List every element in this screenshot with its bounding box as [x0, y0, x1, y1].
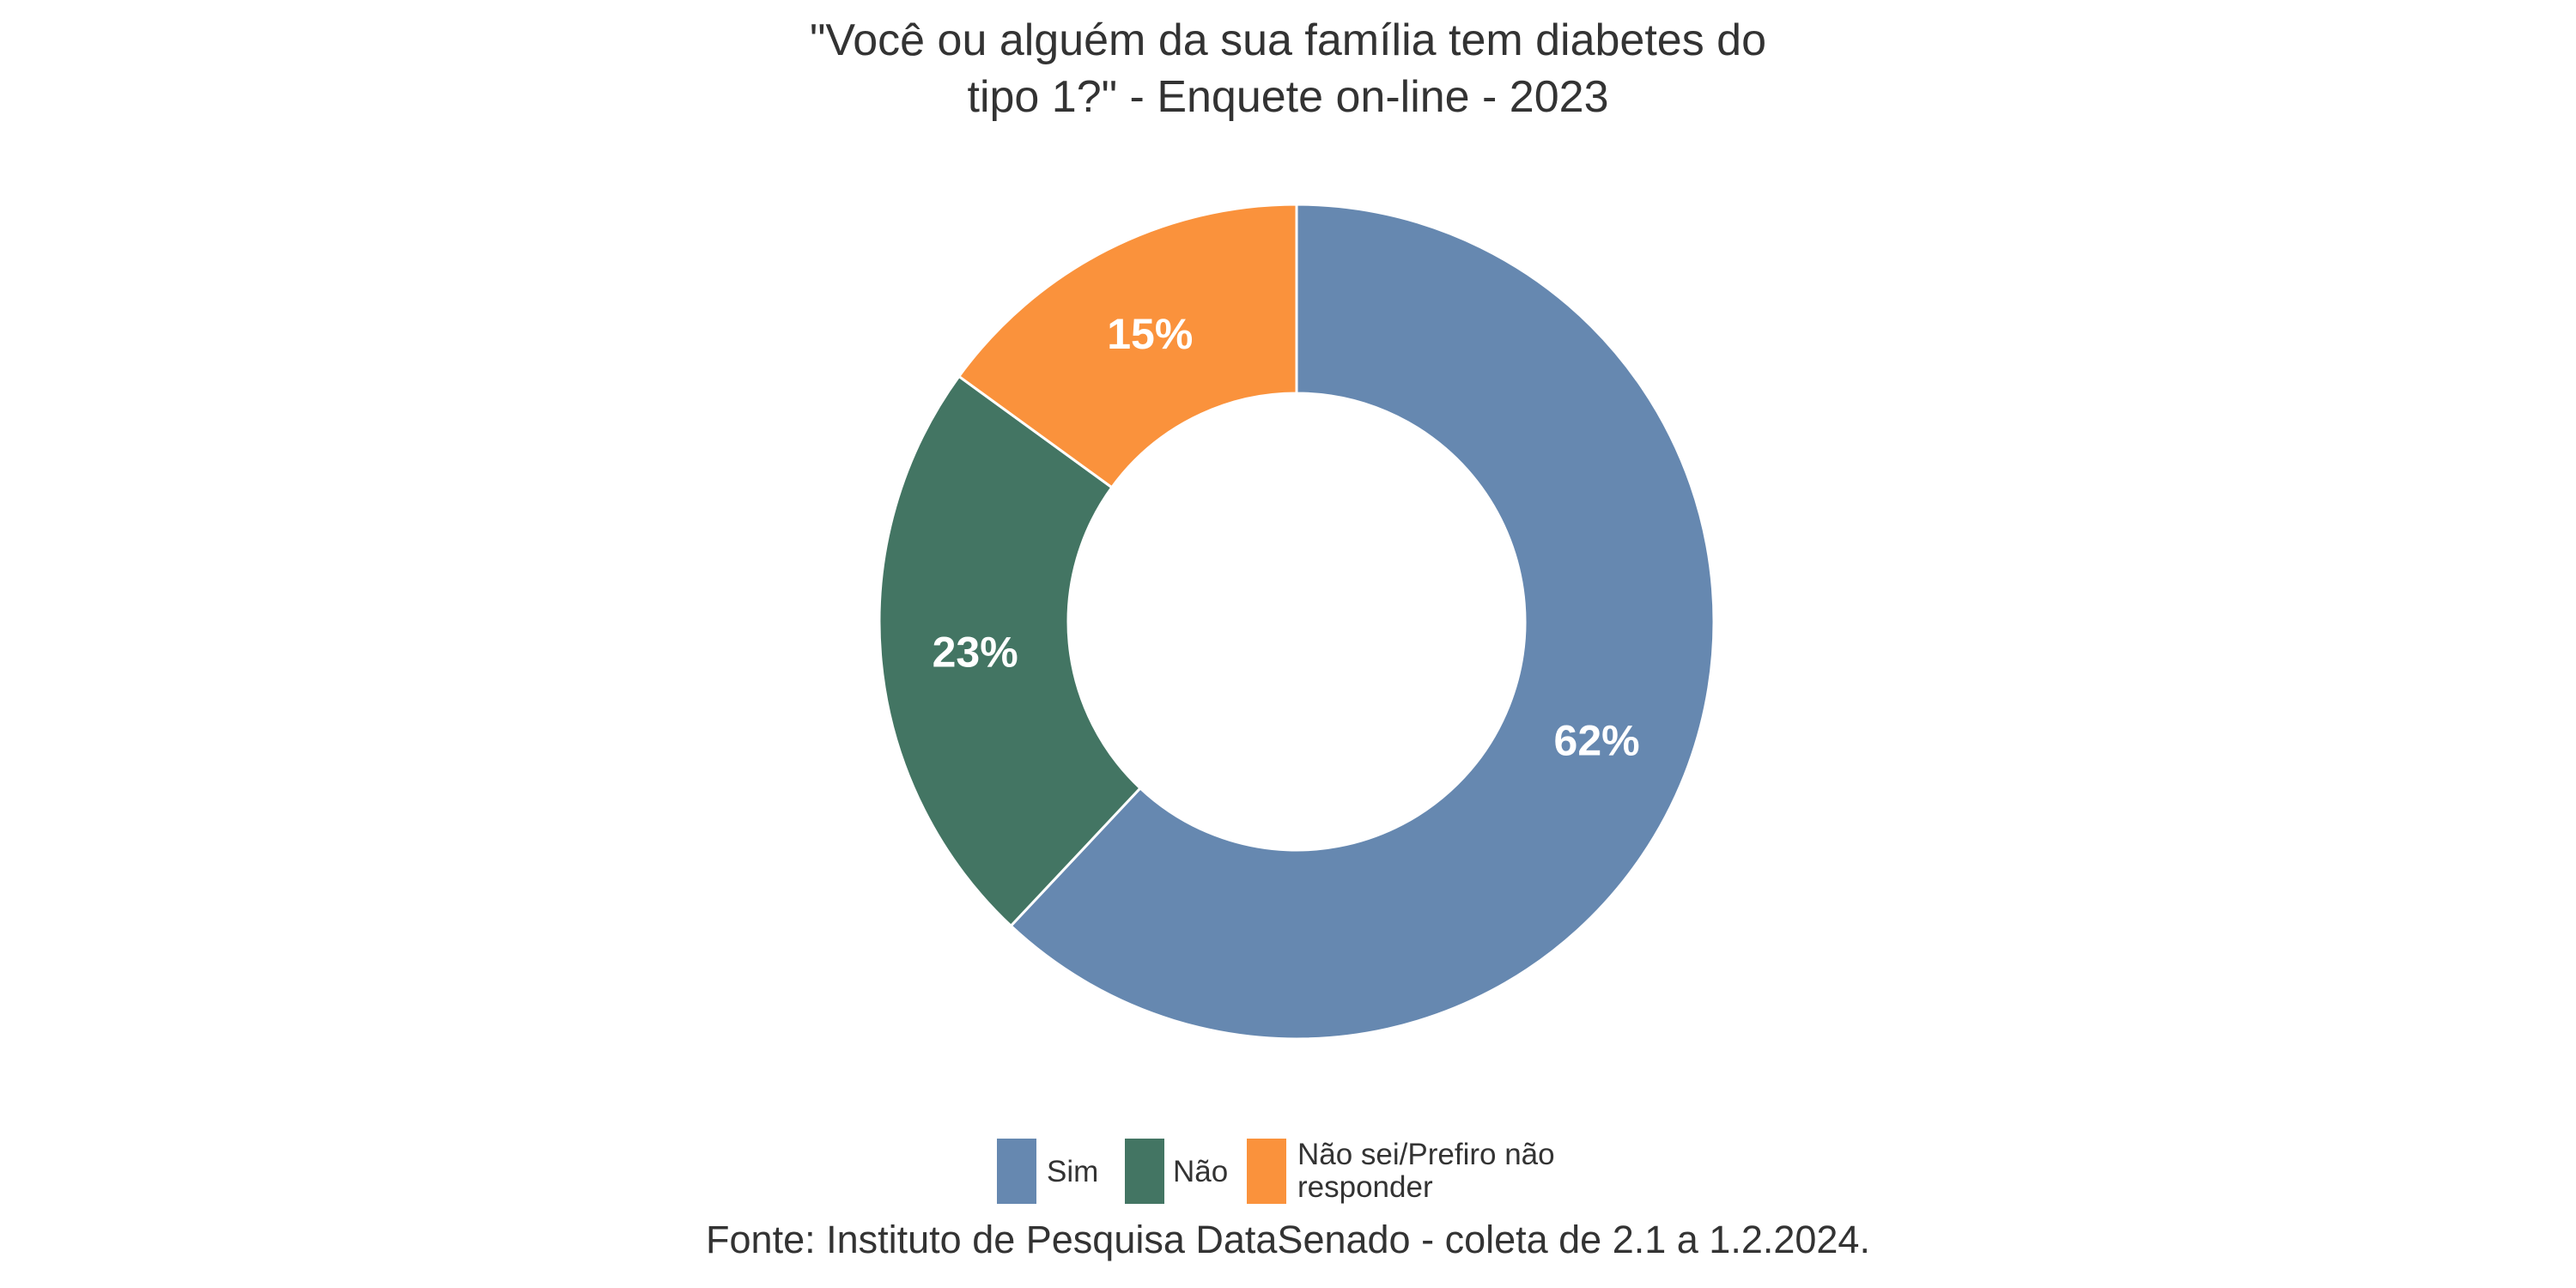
- legend-key-nao-sei: [1247, 1139, 1286, 1204]
- legend-label-nao-sei-line-2: responder: [1297, 1170, 1433, 1204]
- legend-label-nao-sei-line-1: Não sei/Prefiro não: [1297, 1138, 1555, 1171]
- legend-label-nao-sei: Não sei/Prefiro não responder: [1297, 1139, 1555, 1204]
- data-label-sim: 62%: [1554, 716, 1640, 764]
- slice-nao: [878, 374, 1143, 928]
- legend-label-sim: Sim: [1047, 1155, 1099, 1188]
- chart-title-line-1: "Você ou alguém da sua família tem diabe…: [809, 15, 1767, 65]
- legend-key-nao: [1125, 1139, 1164, 1204]
- data-label-nao-sei: 15%: [1107, 310, 1193, 358]
- legend-label-nao: Não: [1173, 1155, 1229, 1188]
- chart-title: "Você ou alguém da sua família tem diabe…: [0, 12, 2576, 125]
- chart-caption: Fonte: Instituto de Pesquisa DataSenado …: [706, 1218, 1870, 1261]
- legend-key-sim: [997, 1139, 1036, 1204]
- chart-title-line-2: tipo 1?" - Enquete on-line - 2023: [967, 72, 1609, 122]
- data-label-nao: 23%: [933, 628, 1018, 676]
- slice-nao-sei: [957, 203, 1298, 489]
- slice-sim: [1009, 203, 1716, 1041]
